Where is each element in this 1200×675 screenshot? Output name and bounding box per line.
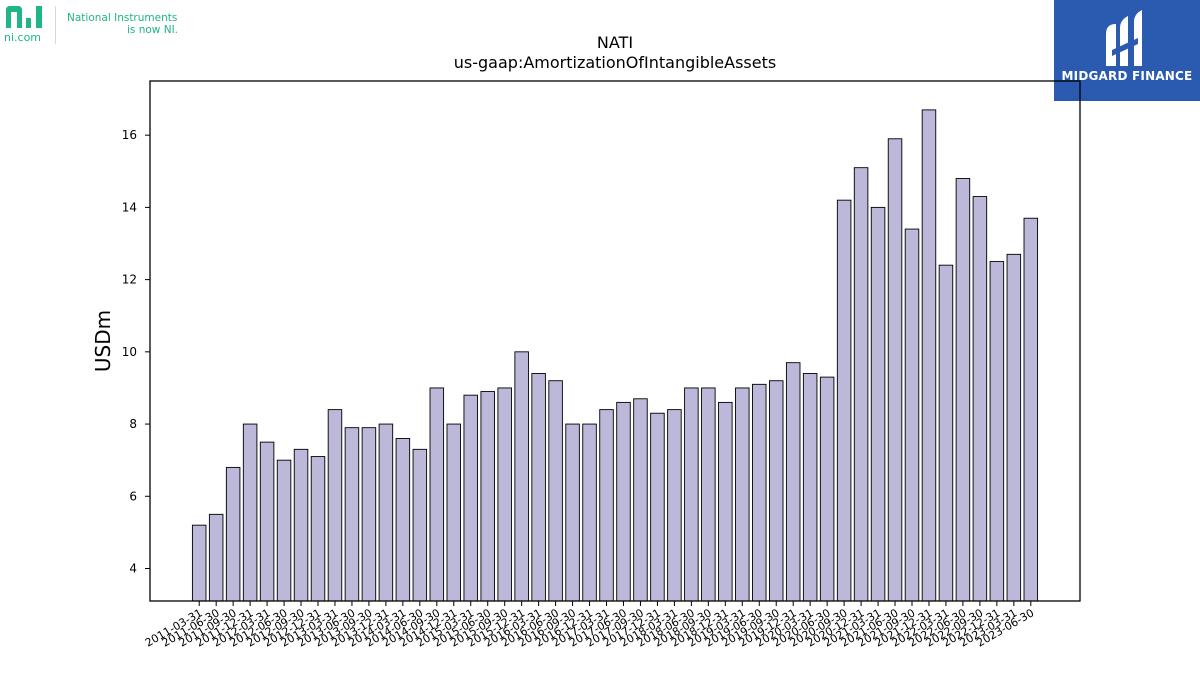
chart-title: NATI (597, 33, 633, 52)
bar-2018-12-31 (718, 401, 733, 602)
bar-2020-12-31 (853, 167, 869, 602)
plot-frame (149, 80, 1081, 602)
bar-2014-03-31 (395, 438, 411, 602)
ni-domain-text: ni.com (4, 31, 42, 44)
y-tick-label: 6 (129, 489, 137, 503)
bar-2022-03-31 (938, 264, 954, 602)
midgard-logo-mark-icon (1106, 10, 1142, 66)
ni-logo-divider (55, 6, 56, 44)
bar-2015-03-31 (463, 394, 478, 602)
bar-2013-06-30 (344, 427, 360, 602)
bar-series (191, 109, 1039, 602)
bar-2014-06-30 (412, 448, 428, 602)
ni-tagline-line2: is now NI. (127, 24, 179, 36)
bar-2018-06-30 (684, 387, 699, 602)
bar-2014-12-31 (446, 423, 462, 602)
bar-2017-06-30 (616, 401, 631, 602)
bar-2021-06-30 (887, 138, 903, 602)
bar-2011-12-31 (242, 423, 258, 602)
ni-tagline-line1: National Instruments (67, 12, 178, 24)
ni-logo: ni.com National Instruments is now NI. (4, 4, 194, 48)
chart-subtitle: us-gaap:AmortizationOfIntangibleAssets (454, 53, 776, 72)
y-tick-label: 8 (129, 417, 137, 431)
bar-2013-09-30 (361, 427, 377, 602)
bar-2020-03-31 (802, 373, 818, 602)
y-tick-label: 10 (122, 345, 137, 359)
bar-2020-06-30 (819, 376, 835, 602)
y-tick-label: 12 (122, 273, 137, 287)
bar-2023-06-30 (1023, 217, 1039, 602)
bar-2012-06-30 (276, 459, 292, 602)
bar-2023-03-31 (1006, 253, 1022, 602)
bar-2018-09-30 (701, 387, 716, 602)
bar-2022-09-30 (972, 196, 988, 602)
bar-2011-06-30 (208, 513, 224, 602)
bar-2011-03-31 (191, 524, 207, 602)
bar-2013-12-31 (378, 423, 394, 602)
bar-2012-12-31 (310, 456, 326, 602)
y-tick-label: 16 (122, 128, 137, 142)
bar-2012-03-31 (259, 441, 275, 602)
bar-2015-12-31 (514, 351, 529, 602)
y-tick-label: 4 (129, 562, 137, 576)
bar-2017-09-30 (633, 398, 648, 602)
bar-2017-03-31 (599, 409, 614, 602)
bar-2017-12-31 (650, 412, 665, 602)
y-tick-label: 14 (122, 200, 137, 214)
bar-2016-09-30 (565, 423, 580, 602)
bar-2019-09-30 (768, 380, 784, 602)
y-axis: 4 6 8 10 12 14 16 (122, 128, 150, 576)
bar-2021-03-31 (870, 206, 886, 602)
bar-2016-06-30 (548, 380, 563, 602)
midgard-finance-name: MIDGARD FINANCE (1061, 69, 1193, 83)
bar-2012-09-30 (293, 448, 309, 602)
bar-2015-09-30 (497, 387, 512, 602)
bar-2019-03-31 (735, 387, 750, 602)
bar-2022-12-31 (989, 261, 1005, 602)
bar-2013-03-31 (327, 409, 343, 602)
midgard-finance-logo: MIDGARD FINANCE (1054, 0, 1200, 101)
x-axis: 2011-03-312011-06-302011-09-302011-12-31… (143, 601, 1036, 650)
bar-2016-03-31 (531, 373, 546, 602)
bar-2021-09-30 (904, 228, 920, 602)
bar-2011-09-30 (225, 466, 241, 602)
bar-2019-06-30 (752, 383, 767, 602)
bar-2019-12-31 (785, 362, 801, 602)
bar-2014-09-30 (429, 387, 445, 602)
bar-2016-12-31 (582, 423, 597, 602)
ni-logo-mark-icon (6, 6, 42, 28)
bar-2021-12-31 (921, 109, 937, 602)
bar-2020-09-30 (836, 199, 852, 602)
bar-2018-03-31 (667, 409, 682, 602)
y-axis-label: USDm (91, 310, 115, 372)
bar-2022-06-30 (955, 178, 971, 602)
bar-2015-06-30 (480, 391, 495, 602)
